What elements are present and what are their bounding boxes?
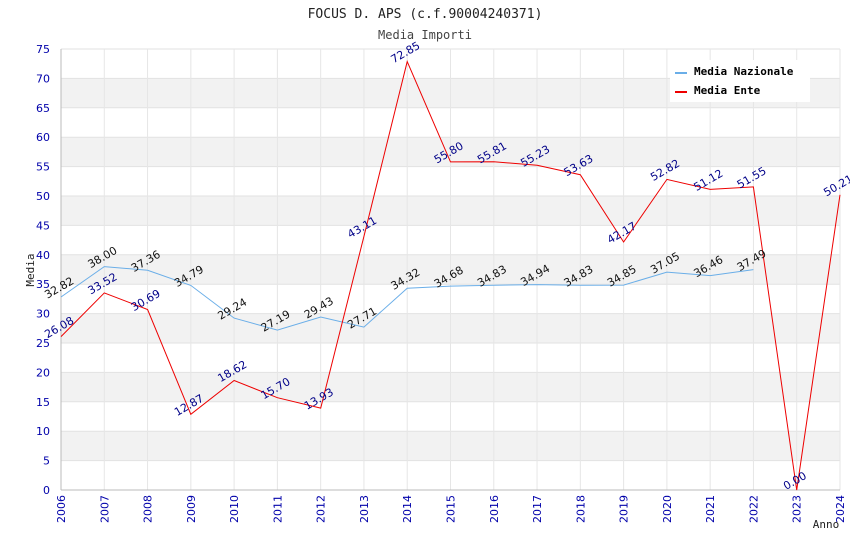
x-tick-label: 2009 [185, 495, 198, 523]
x-tick-label: 2024 [834, 495, 847, 523]
data-label-media-ente: 51.12 [692, 167, 726, 194]
chart-subtitle: Media Importi [378, 28, 472, 42]
x-tick-label: 2014 [401, 495, 414, 523]
x-tick-label: 2012 [315, 495, 328, 523]
x-tick-label: 2007 [98, 495, 111, 523]
data-label-media-ente: 30.69 [129, 287, 163, 314]
legend-label-media-nazionale: Media Nazionale [694, 65, 794, 78]
y-tick-label: 5 [43, 455, 50, 468]
y-tick-label: 10 [36, 425, 50, 438]
x-tick-label: 2010 [228, 495, 241, 523]
x-tick-label: 2023 [791, 495, 804, 523]
y-tick-label: 70 [36, 72, 50, 85]
y-tick-label: 30 [36, 308, 50, 321]
x-tick-label: 2013 [358, 495, 371, 523]
x-tick-label: 2006 [55, 495, 68, 523]
y-tick-label: 45 [36, 219, 50, 232]
y-tick-labels: 0 5 10 15 20 25 30 35 40 45 50 55 60 65 70 75 [36, 43, 50, 497]
data-label-media-ente: 0.00 [781, 469, 809, 493]
y-tick-label: 75 [36, 43, 50, 56]
x-tick-labels: 2006 2007 2008 2009 2010 2011 2012 2013 2014 2015… [55, 495, 847, 523]
axes [60, 49, 840, 491]
y-tick-label: 25 [36, 337, 50, 350]
x-tick-label: 2015 [445, 495, 458, 523]
y-tick-label: 65 [36, 102, 50, 115]
y-tick-label: 40 [36, 249, 50, 262]
y-tick-label: 0 [43, 484, 50, 497]
x-tick-label: 2020 [661, 495, 674, 523]
series-line-media-ente [60, 60, 841, 491]
x-axis-label: Anno [813, 518, 840, 531]
x-tick-label: 2019 [618, 495, 631, 523]
x-tick-label: 2017 [531, 495, 544, 523]
y-tick-label: 60 [36, 131, 50, 144]
series-line-media-nazionale [60, 266, 754, 331]
x-tick-label: 2018 [574, 495, 587, 523]
x-tick-label: 2021 [704, 495, 717, 523]
legend: Media Nazionale Media Ente [670, 60, 810, 102]
y-tick-label: 15 [36, 396, 50, 409]
x-tick-label: 2011 [271, 495, 284, 523]
y-tick-label: 50 [36, 190, 50, 203]
x-tick-label: 2008 [142, 495, 155, 523]
x-tick-label: 2016 [488, 495, 501, 523]
chart-title: FOCUS D. APS (c.f.90004240371) [308, 7, 543, 22]
data-label-media-ente: 50.21 [821, 172, 850, 199]
y-tick-label: 20 [36, 366, 50, 379]
data-label-media-ente: 72.85 [389, 39, 423, 66]
legend-background [670, 60, 810, 102]
y-axis-label: Media [24, 253, 37, 286]
series-lines [60, 60, 841, 491]
y-tick-label: 55 [36, 161, 50, 174]
y-tick-label: 35 [36, 278, 50, 291]
legend-label-media-ente: Media Ente [694, 84, 761, 97]
x-tick-label: 2022 [747, 495, 760, 523]
